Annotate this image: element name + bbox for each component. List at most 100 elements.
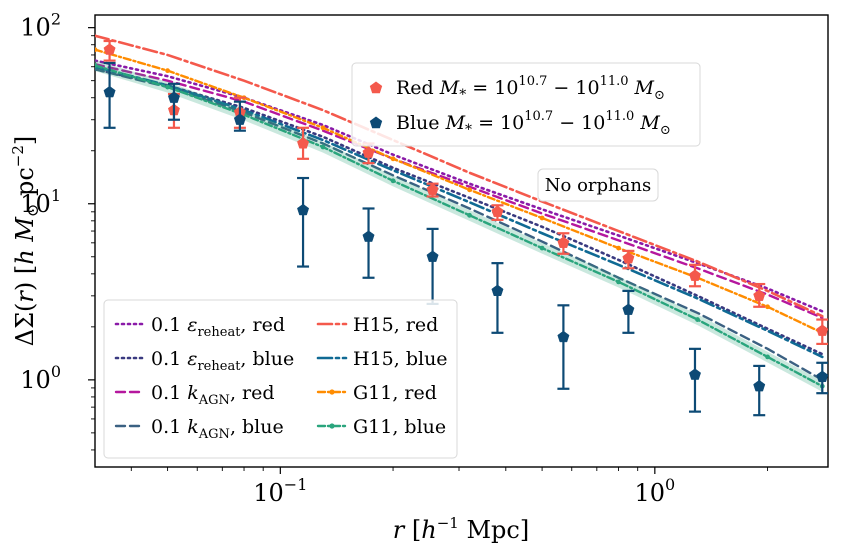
series-point-7-7 [616,279,621,285]
series-point-6-4 [390,156,396,162]
legend-model-name-6: G11, red [353,382,437,404]
legend-observations: Red M* = 1010.7 − 1011.0 M⊙ Blue M* = 10… [351,62,701,147]
obs-point-0-11 [816,324,828,336]
obs-point-1-11 [816,370,828,382]
legend-label-red: Red M* = 1010.7 − 1011.0 M⊙ [396,74,665,103]
legend-model-5: H15, blue [316,348,448,370]
series-point-7-6 [539,245,545,251]
legend-models-box [103,299,458,459]
legend-model-label-1: 0.1 εreheat, blue [151,348,294,374]
series-1 [95,68,824,356]
series-point-7-9 [765,354,770,360]
series-point-7-5 [467,212,472,218]
obs-point-0-7 [557,236,570,248]
obs-point-1-10 [753,379,766,392]
series-point-6-5 [467,187,472,193]
obs-point-0-0 [103,43,116,55]
x-axis-label: r [h−1 Mpc] [393,514,529,544]
legend-entry-blue: Blue M* = 1010.7 − 1011.0 M⊙ [369,109,671,138]
obs-point-1-6 [491,284,504,296]
series-point-6-9 [765,304,770,310]
y-tick-base-2: 10 [20,14,51,42]
obs-point-1-2 [233,113,246,125]
legend-model-name-5: H15, blue [353,348,448,370]
legend-model-post-0: , red [240,314,285,336]
legend-model-0: 0.1 εreheat, red [114,314,285,340]
series-point-7-1 [165,84,170,90]
obs-point-0-6 [491,205,504,217]
legend-model-label-4: H15, red [353,314,438,336]
legend-math-m: M [445,112,466,134]
plot-frame [94,14,829,468]
legend-math-exp1: 10.7 [524,109,553,124]
legend-math-m2: M [634,112,660,134]
legend-math-exp1: 10.7 [518,74,547,89]
legend-math-exp2: 11.0 [605,109,634,124]
legend-math-m: M [439,77,460,99]
legend-entry-red: Red M* = 1010.7 − 1011.0 M⊙ [369,74,665,103]
legend-model-label-5: H15, blue [353,348,448,370]
legend-math-sun: ⊙ [654,88,665,103]
no-orphans-annotation: No orphans [545,175,651,196]
legend-math-star: * [465,122,472,138]
y-tick-exp-2: 2 [51,10,61,29]
y-tick-label-1: 101 [20,186,61,218]
legend-marker-red [369,81,383,94]
legend-label-blue: Blue M* = 1010.7 − 1011.0 M⊙ [396,109,671,138]
legend-model-sym-0: ε [187,314,197,336]
legend-marker-blue [369,116,383,129]
x-tick-label-0: 10−1 [253,475,307,507]
legend-model-sym-1: ε [187,348,197,370]
y-tick-label-0: 100 [20,362,61,394]
series-2 [95,63,824,320]
obs-point-1-1 [167,91,180,103]
legend-model-name-7: G11, blue [353,416,446,438]
series-point-7-8 [695,317,700,322]
series-line-4 [95,34,824,318]
x-tick-base-1: 10 [634,479,665,507]
observation-blue [103,61,828,417]
legend-model-coef-1: 0.1 [151,348,187,370]
series-line-1 [95,68,824,356]
y-axis-label: ΔΣ(r) [h M⊙ pc−2] [9,136,42,347]
y-tick-base-0: 10 [20,366,51,394]
legend-observations-box [351,62,701,147]
legend-model-sym-2: k [187,382,199,404]
legend-model-post-1: , blue [240,348,294,370]
observation-red [103,39,828,346]
legend-model-dot-6 [329,389,335,395]
legend-model-coef-3: 0.1 [151,416,187,438]
obs-point-1-4 [362,230,375,242]
series-point-7-3 [320,144,326,150]
obs-point-0-9 [688,269,701,281]
legend-model-sub-0: reheat [197,325,241,340]
series-5 [95,65,824,359]
legend-model-label-2: 0.1 kAGN, red [151,382,275,408]
legend-sample-name: Blue [396,112,446,134]
legend-model-sub-3: AGN [198,427,230,442]
series-point-6-1 [165,68,170,74]
legend-model-sym-3: k [187,416,199,438]
y-tick-exp-1: 1 [51,186,61,205]
legend-model-3: 0.1 kAGN, blue [114,416,284,442]
legend-model-2: 0.1 kAGN, red [114,382,275,408]
legend-model-label-3: 0.1 kAGN, blue [151,416,284,442]
series-point-6-6 [539,215,545,221]
legend-model-coef-2: 0.1 [151,382,187,404]
legend-sample-name: Red [396,77,440,99]
obs-point-0-10 [753,289,766,301]
legend-model-sub-2: AGN [198,393,230,408]
legend-model-post-2: , red [230,382,275,404]
obs-point-0-5 [426,183,439,195]
x-tick-exp-0: −1 [284,475,308,494]
no-orphans-frame [537,168,659,202]
legend-model-coef-0: 0.1 [151,314,187,336]
legend-math-minus: − 10 [553,112,605,134]
series-point-6-7 [616,245,621,251]
obs-point-1-8 [622,303,635,315]
legend-math-m2: M [629,77,655,99]
